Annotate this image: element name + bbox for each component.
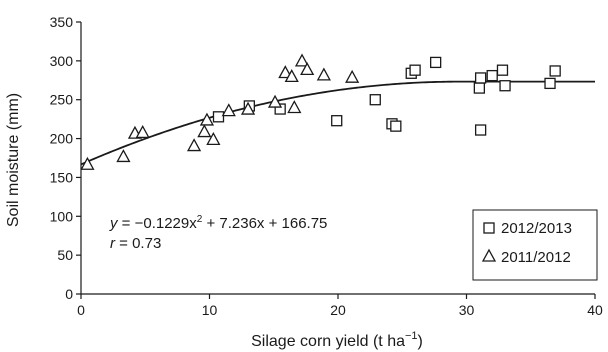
y-tick-label: 300 bbox=[50, 53, 74, 69]
legend-box bbox=[472, 209, 598, 281]
y-tick-label: 250 bbox=[50, 92, 74, 108]
data-point-triangle bbox=[240, 101, 256, 115]
data-point-square bbox=[331, 115, 343, 127]
data-point-triangle bbox=[206, 131, 221, 145]
equation-rest: + 7.236x + 166.75 bbox=[202, 215, 327, 232]
y-tick-label: 100 bbox=[50, 208, 74, 224]
y-tick-label: 350 bbox=[50, 14, 74, 30]
data-point-square bbox=[474, 72, 487, 84]
data-point-square bbox=[486, 69, 498, 82]
data-point-square bbox=[409, 64, 421, 76]
data-point-triangle bbox=[116, 149, 131, 163]
data-point-square bbox=[430, 56, 442, 69]
data-point-square bbox=[473, 82, 486, 94]
data-point-square bbox=[212, 111, 225, 123]
data-point-triangle bbox=[300, 62, 315, 76]
x-axis-title-superscript: −1 bbox=[405, 330, 418, 342]
legend-marker-triangle-icon bbox=[481, 248, 497, 262]
data-point-triangle bbox=[345, 69, 360, 83]
data-point-triangle bbox=[221, 103, 236, 117]
x-axis-title-main: Silage corn yield (t ha bbox=[251, 333, 405, 350]
y-tick-label: 50 bbox=[57, 247, 73, 263]
equation-superscript: 2 bbox=[197, 214, 203, 225]
data-point-triangle bbox=[267, 94, 283, 108]
data-point-square bbox=[549, 65, 561, 77]
data-point-triangle bbox=[197, 124, 212, 138]
data-point-square bbox=[544, 77, 556, 90]
x-tick-label: 0 bbox=[77, 302, 85, 318]
data-point-triangle bbox=[294, 53, 310, 67]
data-point-square bbox=[274, 103, 286, 115]
legend-label-2011-2012: 2011/2012 bbox=[501, 249, 571, 266]
data-point-triangle bbox=[316, 67, 331, 81]
data-point-triangle bbox=[284, 69, 299, 83]
data-point-triangle bbox=[287, 100, 302, 114]
x-axis-title-close: ) bbox=[418, 333, 423, 350]
x-axis-title: Silage corn yield (t ha−1) bbox=[251, 330, 423, 350]
data-point-triangle bbox=[80, 156, 95, 170]
legend: 2012/2013 2011/2012 bbox=[472, 209, 598, 281]
y-tick-label: 200 bbox=[50, 131, 74, 147]
correlation-line: r = 0.73 bbox=[110, 235, 161, 252]
y-tick-label: 150 bbox=[50, 169, 74, 185]
data-point-square bbox=[390, 120, 402, 132]
y-tick-label: 0 bbox=[65, 286, 73, 302]
axes: 0 50 100 150 200 250 300 350 0 10 20 30 40 bbox=[50, 14, 603, 318]
x-tick-label: 20 bbox=[330, 302, 346, 318]
data-point-square bbox=[369, 94, 381, 106]
data-point-square bbox=[474, 124, 487, 136]
equation-rhs: = −0.1229x bbox=[118, 215, 198, 232]
equation-line: y = −0.1229x2 + 7.236x + 166.75 bbox=[109, 214, 327, 232]
legend-label-2012-2013: 2012/2013 bbox=[501, 220, 572, 237]
data-point-square bbox=[499, 80, 511, 92]
equation-y-var: y bbox=[109, 215, 119, 232]
regression-equation: y = −0.1229x2 + 7.236x + 166.75 r = 0.73 bbox=[109, 214, 327, 252]
data-points bbox=[80, 53, 561, 170]
data-point-triangle bbox=[135, 124, 150, 139]
y-axis-title: Soil moisture (mm) bbox=[5, 93, 22, 227]
legend-marker-square-icon bbox=[483, 222, 495, 234]
x-tick-label: 10 bbox=[202, 302, 218, 318]
correlation-r-var: r bbox=[110, 235, 116, 252]
data-point-triangle bbox=[186, 138, 202, 152]
data-point-triangle bbox=[278, 65, 293, 79]
data-point-triangle bbox=[199, 112, 215, 126]
x-tick-label: 40 bbox=[587, 302, 603, 318]
data-point-square bbox=[496, 64, 509, 76]
x-tick-label: 30 bbox=[459, 302, 475, 318]
correlation-value: = 0.73 bbox=[115, 235, 161, 252]
